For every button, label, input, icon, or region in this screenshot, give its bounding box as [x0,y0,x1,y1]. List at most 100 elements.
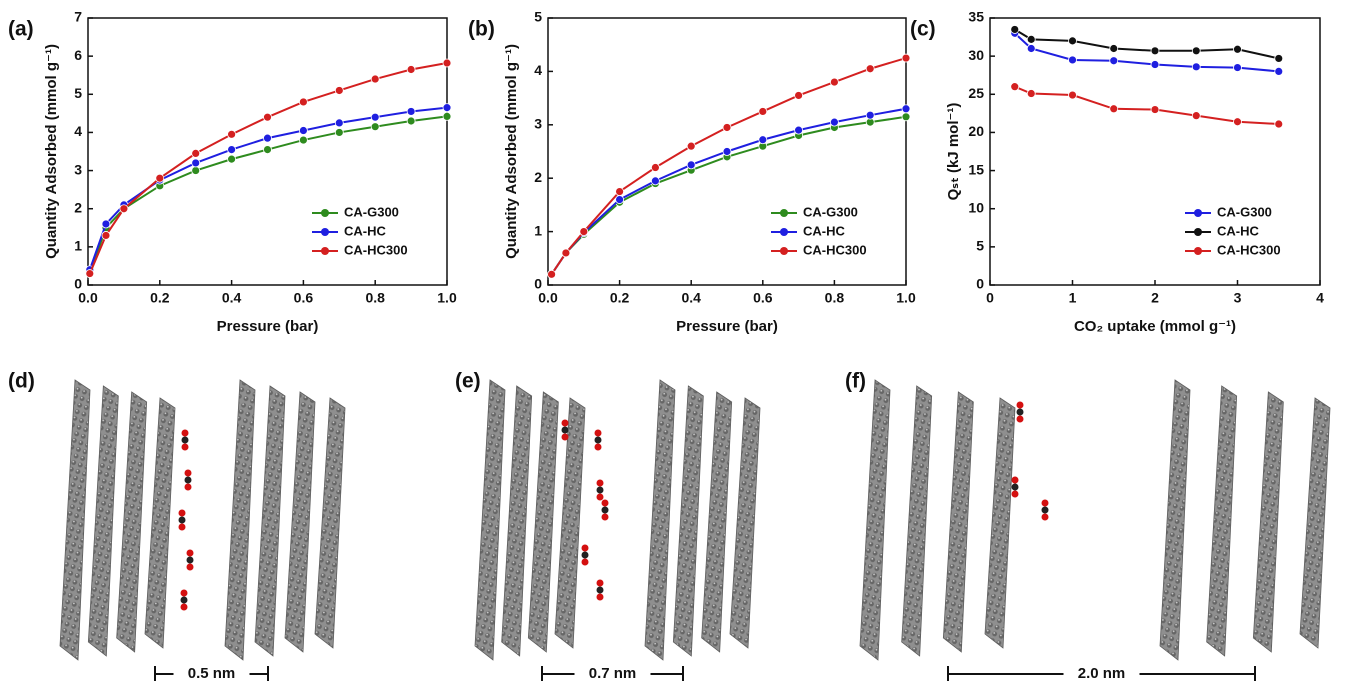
co2-o [581,544,589,552]
y-tick-label: 0 [976,276,984,292]
panel-label: (f) [845,370,866,393]
graphene-sheet [527,391,559,653]
co2-o [178,509,186,517]
graphene-sheet [859,379,891,661]
series-line [550,57,907,275]
data-point [370,74,380,84]
co2-o [1011,490,1019,498]
series-line [1014,28,1279,60]
co2-c [561,426,569,434]
legend-label: CA-G300 [803,204,858,219]
co2-c [601,506,609,514]
co2-o [186,549,194,557]
data-point [227,129,237,139]
graphene-sheet [87,385,119,657]
data-point [1026,89,1036,98]
data-point [191,158,201,168]
co2-o [594,443,602,451]
y-tick-label: 4 [74,123,82,139]
data-point [370,112,380,122]
data-point [101,231,111,240]
data-point [227,154,237,164]
co2-o [594,429,602,437]
data-point [406,107,416,116]
data-point [442,58,452,68]
graphene-sheet [942,391,974,653]
x-tick-label: 4 [1316,290,1324,306]
graphene-sheet [144,397,176,649]
co2-c [596,486,604,494]
series-line [1014,85,1279,126]
legend-marker [1194,209,1202,217]
co2-o [1016,415,1024,423]
co2-o [601,499,609,507]
co2-o [181,429,189,437]
panel-label: (a) [8,18,34,41]
legend-marker [780,228,788,236]
co2-o [1041,513,1049,521]
co2-c [1016,408,1024,416]
x-tick-label: 3 [1234,290,1242,306]
data-point [406,65,416,74]
graphene-sheet [59,379,91,661]
plot-frame [547,17,907,286]
x-tick-label: 0.6 [753,290,773,306]
y-tick-label: 3 [74,161,82,177]
legend-label: CA-HC300 [1217,242,1281,257]
x-tick-label: 1.0 [896,290,916,306]
data-point [722,123,732,132]
data-point [442,112,452,121]
graphene-sheet [554,397,586,649]
x-axis-label: Pressure (bar) [676,318,778,335]
x-tick-label: 0.0 [78,290,98,306]
x-tick-label: 1.0 [437,290,457,306]
data-point [1150,46,1160,56]
co2-c [184,476,192,484]
graphene-sheet [729,397,761,649]
data-point [615,187,624,196]
co2-o [596,479,604,487]
data-point [901,104,911,114]
data-point [406,116,416,126]
x-tick-label: 2 [1151,290,1159,306]
y-tick-label: 2 [534,169,542,185]
data-point [579,227,589,237]
y-tick-label: 10 [968,199,984,215]
co2-c [594,436,602,444]
legend-label: CA-HC300 [344,242,408,257]
data-point [1274,67,1284,76]
co2-o [581,558,589,566]
graphene-sheet [224,379,256,661]
data-point [1109,104,1119,114]
y-tick-label: 25 [968,85,984,101]
co2-c [180,596,188,604]
legend-label: CA-HC300 [803,242,867,257]
data-point [85,269,95,278]
co2-o [1011,476,1019,484]
legend-label: CA-HC [344,223,386,238]
co2-o [596,579,604,587]
co2-c [1041,506,1049,514]
panel-label: (b) [468,18,495,41]
legend-marker [1194,247,1202,255]
x-tick-label: 0 [986,290,994,306]
data-point [686,160,696,170]
data-point [651,176,660,186]
data-point [830,117,839,127]
co2-o [596,593,604,601]
legend-marker [321,209,329,217]
y-tick-label: 0 [534,276,542,292]
co2-c [581,551,589,559]
data-point [1233,63,1242,72]
legend-label: CA-G300 [1217,204,1272,219]
data-point [865,64,875,74]
y-tick-label: 2 [74,199,82,215]
panel-label: (d) [8,370,35,393]
data-point [334,128,344,137]
co2-c [596,586,604,594]
graphene-sheet [1252,391,1284,653]
co2-o [561,433,569,441]
data-point [1068,55,1077,65]
data-point [615,195,624,204]
y-tick-label: 15 [968,161,984,177]
